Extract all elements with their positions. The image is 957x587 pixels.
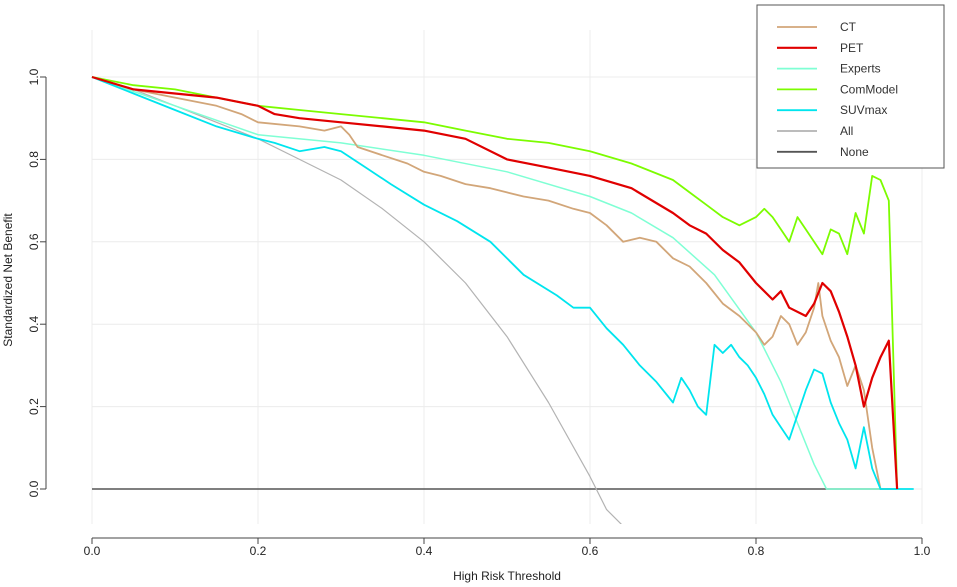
y-tick-label: 0.2 [27, 398, 41, 415]
x-tick-label: 0.8 [748, 544, 765, 558]
y-axis-label: Standardized Net Benefit [1, 213, 15, 347]
legend-label-none: None [840, 145, 869, 159]
series-line-suvmax [91, 76, 914, 490]
legend: CT PET Experts ComModel SUVmax All None [756, 4, 945, 169]
legend-label-ct: CT [840, 20, 857, 34]
x-tick-label: 0.4 [416, 544, 433, 558]
legend-label-suvmax: SUVmax [840, 103, 887, 117]
legend-box [756, 4, 945, 169]
legend-label-pet: PET [840, 41, 864, 55]
x-tick-label: 1.0 [914, 544, 931, 558]
series-layer [91, 75, 914, 524]
x-tick-label: 0.0 [84, 544, 101, 558]
legend-label-experts: Experts [840, 62, 881, 76]
x-tick-label: 0.2 [250, 544, 267, 558]
x-axis-label: High Risk Threshold [453, 569, 561, 583]
y-tick-label: 0.8 [27, 151, 41, 168]
y-tick-label: 0.6 [27, 233, 41, 250]
y-tick-label: 0.0 [27, 480, 41, 497]
y-tick-label: 1.0 [27, 68, 41, 85]
series-line-commodel [91, 76, 898, 490]
series-line-experts [91, 76, 881, 490]
x-tick-label: 0.6 [582, 544, 599, 558]
series-line-pet [91, 75, 899, 490]
legend-label-all: All [840, 124, 853, 138]
axes: 0.0 0.2 0.4 0.6 0.8 1.0 0.0 0.2 0.4 0.6 0.8 1.0 [27, 68, 931, 558]
y-tick-label: 0.4 [27, 316, 41, 333]
series-line-ct [91, 76, 889, 490]
legend-label-commodel: ComModel [840, 82, 898, 96]
